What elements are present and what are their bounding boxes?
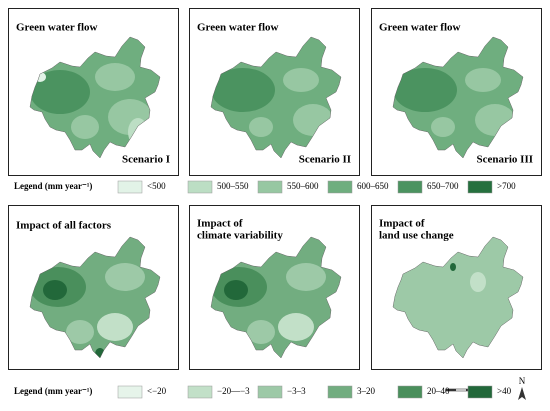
- legend-label: >40: [497, 386, 512, 396]
- panel-title: Impact of: [197, 218, 243, 230]
- panel-title: Impact of: [379, 218, 425, 230]
- legend-swatch: [257, 180, 283, 194]
- panel: Green water flow Scenario I: [8, 8, 179, 176]
- legend-label: 20–40: [427, 386, 450, 396]
- north-arrow: N: [518, 376, 526, 400]
- legend-swatch: [397, 385, 423, 399]
- panel: Impact of land use change: [371, 205, 542, 370]
- panel-title: Impact of all factors: [16, 220, 112, 232]
- panel: Green water flow Scenario II: [189, 8, 360, 176]
- panel-title: climate variability: [197, 230, 283, 242]
- panel-title: Green water flow: [379, 22, 461, 34]
- scenario-label: Scenario III: [476, 154, 533, 166]
- legend-swatch: [467, 180, 493, 194]
- legend-label: 3–20: [357, 386, 376, 396]
- legend-swatch: [117, 180, 143, 194]
- legend-title: Legend (mm year⁻¹): [14, 386, 92, 396]
- scenario-label: Scenario I: [122, 154, 170, 166]
- legend-swatch: [117, 385, 143, 399]
- legend-label: <500: [147, 181, 166, 191]
- legend-label: >700: [497, 181, 516, 191]
- legend-label: 600–650: [357, 181, 389, 191]
- legend-swatch: [397, 180, 423, 194]
- legend-swatch: [257, 385, 283, 399]
- panel: Impact of climate variability: [189, 205, 360, 370]
- legend-label: 500–550: [217, 181, 249, 191]
- legend-swatch: [327, 180, 353, 194]
- legend-label: 650–700: [427, 181, 459, 191]
- panel-title: Green water flow: [16, 22, 98, 34]
- legend-swatch: [187, 180, 213, 194]
- legend-title: Legend (mm year⁻¹): [14, 181, 92, 191]
- legend-swatch: [467, 385, 493, 399]
- legend-label: 550–600: [287, 181, 319, 191]
- scenario-label: Scenario II: [299, 154, 351, 166]
- panel: Green water flow Scenario III: [371, 8, 542, 176]
- panel: Impact of all factors: [8, 205, 179, 370]
- legend-label: −20—−3: [217, 386, 250, 396]
- legend-swatch: [187, 385, 213, 399]
- panel-title: Green water flow: [197, 22, 279, 34]
- legend-swatch: [327, 385, 353, 399]
- panel-title: land use change: [379, 230, 454, 242]
- legend-label: −3–3: [287, 386, 306, 396]
- north-label: N: [519, 376, 526, 386]
- legend-label: <−20: [147, 386, 167, 396]
